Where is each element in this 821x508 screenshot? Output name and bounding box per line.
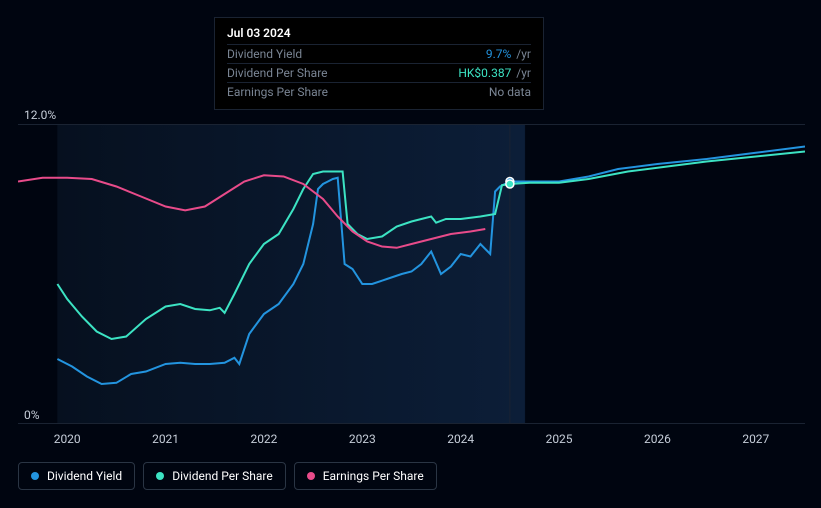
legend-label: Dividend Per Share [172,469,273,483]
markers [506,178,514,189]
x-axis-label: 2024 [447,432,474,446]
tooltip-row: Dividend Yield 9.7% /yr [227,44,531,63]
tooltip-row-label: Dividend Per Share [227,66,328,80]
tooltip-row-value: 9.7% /yr [486,47,531,61]
legend-dot-icon [31,472,39,480]
legend-label: Dividend Yield [47,469,122,483]
legend-label: Earnings Per Share [323,469,424,483]
x-axis-label: 2023 [349,432,376,446]
x-axis-label: 2027 [742,432,769,446]
legend: Dividend Yield Dividend Per Share Earnings… [18,462,437,490]
dividend-chart: Jul 03 2024 Dividend Yield9.7% /yrDivide… [0,0,821,508]
legend-item-earnings-per-share[interactable]: Earnings Per Share [294,462,437,490]
legend-dot-icon [307,472,315,480]
x-axis-label: 2020 [54,432,81,446]
legend-dot-icon [156,472,164,480]
y-axis-max: 12.0% [24,108,56,122]
x-axis-label: 2025 [546,432,573,446]
x-axis-label: 2026 [644,432,671,446]
tooltip-date: Jul 03 2024 [227,26,531,44]
tooltip-row-label: Dividend Yield [227,47,302,61]
plot-background [57,124,805,424]
marker-point [506,180,514,188]
chart-tooltip: Jul 03 2024 Dividend Yield9.7% /yrDivide… [214,17,544,110]
tooltip-row: Earnings Per Share No data [227,82,531,101]
legend-item-dividend-per-share[interactable]: Dividend Per Share [143,462,286,490]
legend-item-dividend-yield[interactable]: Dividend Yield [18,462,135,490]
chart-plot[interactable] [18,124,805,424]
tooltip-row: Dividend Per Share HK$0.387 /yr [227,63,531,82]
tooltip-row-label: Earnings Per Share [227,85,328,99]
x-axis-label: 2022 [250,432,277,446]
x-axis-label: 2021 [152,432,179,446]
tooltip-row-value: No data [489,85,531,99]
tooltip-row-value: HK$0.387 /yr [458,66,531,80]
